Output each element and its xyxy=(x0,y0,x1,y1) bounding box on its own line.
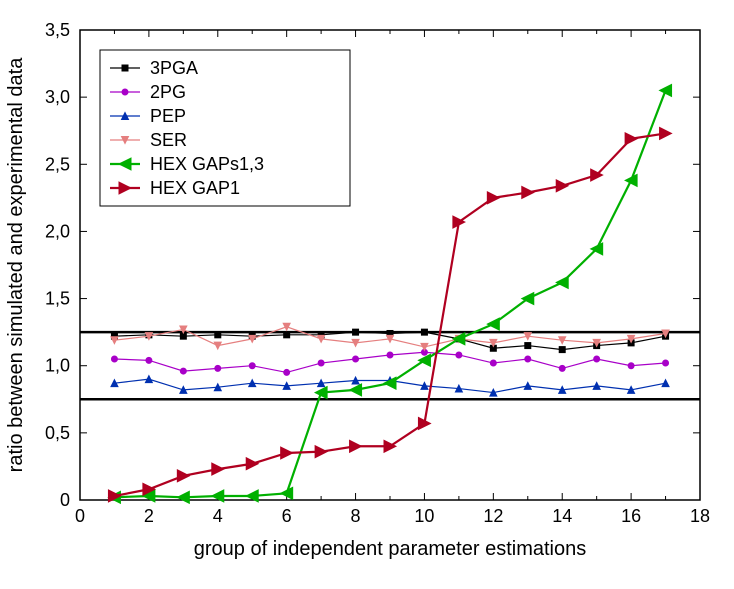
marker-circle xyxy=(559,365,565,371)
legend-label: 2PG xyxy=(150,82,186,102)
marker-square xyxy=(353,329,359,335)
marker-circle xyxy=(387,352,393,358)
xtick-label: 16 xyxy=(621,506,641,526)
ytick-label: 0 xyxy=(60,490,70,510)
marker-circle xyxy=(111,356,117,362)
marker-tri-right xyxy=(315,446,327,458)
xtick-label: 2 xyxy=(144,506,154,526)
marker-tri-left xyxy=(625,174,637,186)
marker-circle xyxy=(594,356,600,362)
marker-tri-right xyxy=(487,192,499,204)
marker-circle xyxy=(180,368,186,374)
marker-tri-right xyxy=(660,127,672,139)
ytick-label: 1,0 xyxy=(45,356,70,376)
marker-tri-left xyxy=(556,276,568,288)
marker-tri-left xyxy=(350,384,362,396)
marker-circle xyxy=(628,363,634,369)
xtick-label: 12 xyxy=(483,506,503,526)
marker-circle xyxy=(122,89,128,95)
marker-tri-right xyxy=(625,133,637,145)
series-2PG xyxy=(111,349,668,375)
marker-square xyxy=(525,343,531,349)
xtick-label: 18 xyxy=(690,506,710,526)
marker-tri-right xyxy=(281,447,293,459)
marker-circle xyxy=(663,360,669,366)
legend: 3PGA 2PG PEP SER HEX GAPs1,3 HEX GAP1 xyxy=(100,50,350,206)
marker-tri-left xyxy=(418,354,430,366)
xtick-label: 0 xyxy=(75,506,85,526)
ytick-label: 3,0 xyxy=(45,87,70,107)
marker-square xyxy=(559,347,565,353)
ytick-label: 3,5 xyxy=(45,20,70,40)
xtick-label: 6 xyxy=(282,506,292,526)
chart-container: 0 2 4 6 8 10 12 14 16 18 0 0,5 1,0 1,5 2,0 2,5 3,0 3,5 3PG… xyxy=(0,0,734,589)
marker-circle xyxy=(249,363,255,369)
ytick-label: 2,5 xyxy=(45,154,70,174)
marker-tri-right xyxy=(522,186,534,198)
marker-circle xyxy=(525,356,531,362)
marker-square xyxy=(215,332,221,338)
xtick-label: 10 xyxy=(414,506,434,526)
marker-circle xyxy=(215,365,221,371)
legend-label: HEX GAP1 xyxy=(150,178,240,198)
marker-square xyxy=(284,332,290,338)
marker-square xyxy=(122,65,128,71)
xtick-label: 4 xyxy=(213,506,223,526)
marker-tri-right xyxy=(556,180,568,192)
marker-tri-left xyxy=(660,84,672,96)
marker-circle xyxy=(146,357,152,363)
marker-tri-right xyxy=(384,440,396,452)
legend-label: SER xyxy=(150,130,187,150)
marker-tri-down xyxy=(283,323,290,330)
marker-circle xyxy=(284,369,290,375)
marker-tri-left xyxy=(177,491,189,503)
chart-svg: 0 2 4 6 8 10 12 14 16 18 0 0,5 1,0 1,5 2,0 2,5 3,0 3,5 3PG… xyxy=(0,0,734,589)
marker-square xyxy=(421,329,427,335)
xtick-label: 14 xyxy=(552,506,572,526)
marker-circle xyxy=(353,356,359,362)
legend-label: 3PGA xyxy=(150,58,198,78)
marker-tri-right xyxy=(177,470,189,482)
marker-tri-right xyxy=(212,463,224,475)
legend-label: PEP xyxy=(150,106,186,126)
ytick-label: 1,5 xyxy=(45,289,70,309)
ytick-label: 2,0 xyxy=(45,221,70,241)
marker-tri-right xyxy=(350,440,362,452)
xtick-label: 8 xyxy=(351,506,361,526)
ytick-label: 0,5 xyxy=(45,423,70,443)
marker-tri-left xyxy=(487,318,499,330)
marker-circle xyxy=(490,360,496,366)
marker-tri-left xyxy=(315,387,327,399)
y-axis-label: ratio between simulated and experimental… xyxy=(5,57,27,473)
legend-label: HEX GAPs1,3 xyxy=(150,154,264,174)
marker-circle xyxy=(318,360,324,366)
marker-circle xyxy=(456,352,462,358)
x-axis-label: group of independent parameter estimatio… xyxy=(194,538,586,560)
marker-tri-right xyxy=(246,458,258,470)
